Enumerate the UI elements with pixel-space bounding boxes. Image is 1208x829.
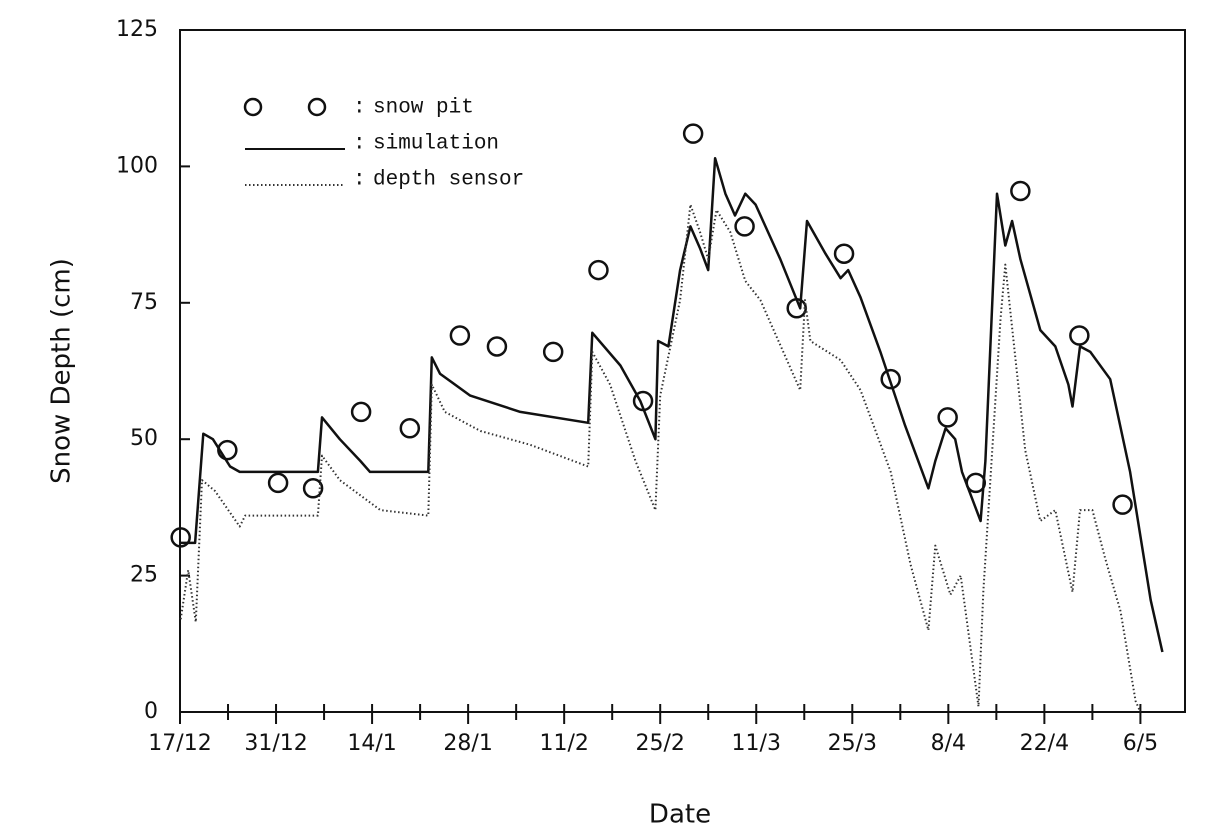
y-tick-label: 50 xyxy=(130,426,158,451)
snow-pit-marker xyxy=(350,401,372,423)
legend-marker xyxy=(243,97,263,117)
x-tick-label: 25/3 xyxy=(828,731,877,756)
snow-pit-marker xyxy=(170,527,191,548)
x-tick-label: 14/1 xyxy=(347,731,396,756)
x-tick-label: 22/4 xyxy=(1020,731,1069,756)
simulation-line xyxy=(180,156,1164,653)
snow-pit-marker xyxy=(449,325,471,346)
legend-separator: : xyxy=(353,169,366,192)
snow-pit-marker xyxy=(1069,325,1090,346)
legend-label: depth sensor xyxy=(373,169,524,192)
x-tick-label: 28/1 xyxy=(443,731,492,756)
sensor-line xyxy=(179,203,1142,713)
snow-pit-marker xyxy=(399,418,421,439)
legend-separator: : xyxy=(353,97,366,120)
snow-pit-marker xyxy=(542,341,564,363)
x-tick-label: 31/12 xyxy=(244,731,307,756)
snow-pit-marker xyxy=(267,472,289,494)
snow-pit-marker xyxy=(734,216,755,237)
x-tick-label: 17/12 xyxy=(148,731,211,756)
snow-pit-marker xyxy=(937,407,958,428)
x-axis-title: Date xyxy=(649,800,711,829)
legend-marker xyxy=(307,97,327,117)
y-tick-label: 125 xyxy=(116,17,158,42)
legend-separator: : xyxy=(353,133,366,156)
y-axis-title: Snow Depth (cm) xyxy=(47,258,77,484)
x-tick-label: 11/2 xyxy=(539,731,588,756)
x-tick-label: 25/2 xyxy=(636,731,685,756)
x-tick-label: 6/5 xyxy=(1123,731,1158,756)
x-tick-label: 8/4 xyxy=(931,731,966,756)
snow-pit-marker xyxy=(302,478,324,499)
snow-pit-marker xyxy=(1010,180,1031,202)
y-tick-label: 25 xyxy=(130,563,158,588)
snow-pit-marker xyxy=(880,368,901,390)
legend-label: simulation xyxy=(373,133,499,156)
x-tick-label: 11/3 xyxy=(732,731,781,756)
plot-frame xyxy=(179,29,1186,713)
snow-pit-marker xyxy=(486,336,508,357)
snow-pit-marker xyxy=(588,259,609,281)
y-tick-label: 100 xyxy=(116,153,158,178)
snow-pit-marker xyxy=(682,123,704,144)
snow-pit-marker xyxy=(833,243,855,264)
y-tick-label: 0 xyxy=(144,699,158,724)
snow-pit-marker xyxy=(1112,494,1133,515)
legend-label: snow pit xyxy=(373,97,474,120)
y-tick-label: 75 xyxy=(130,290,158,315)
